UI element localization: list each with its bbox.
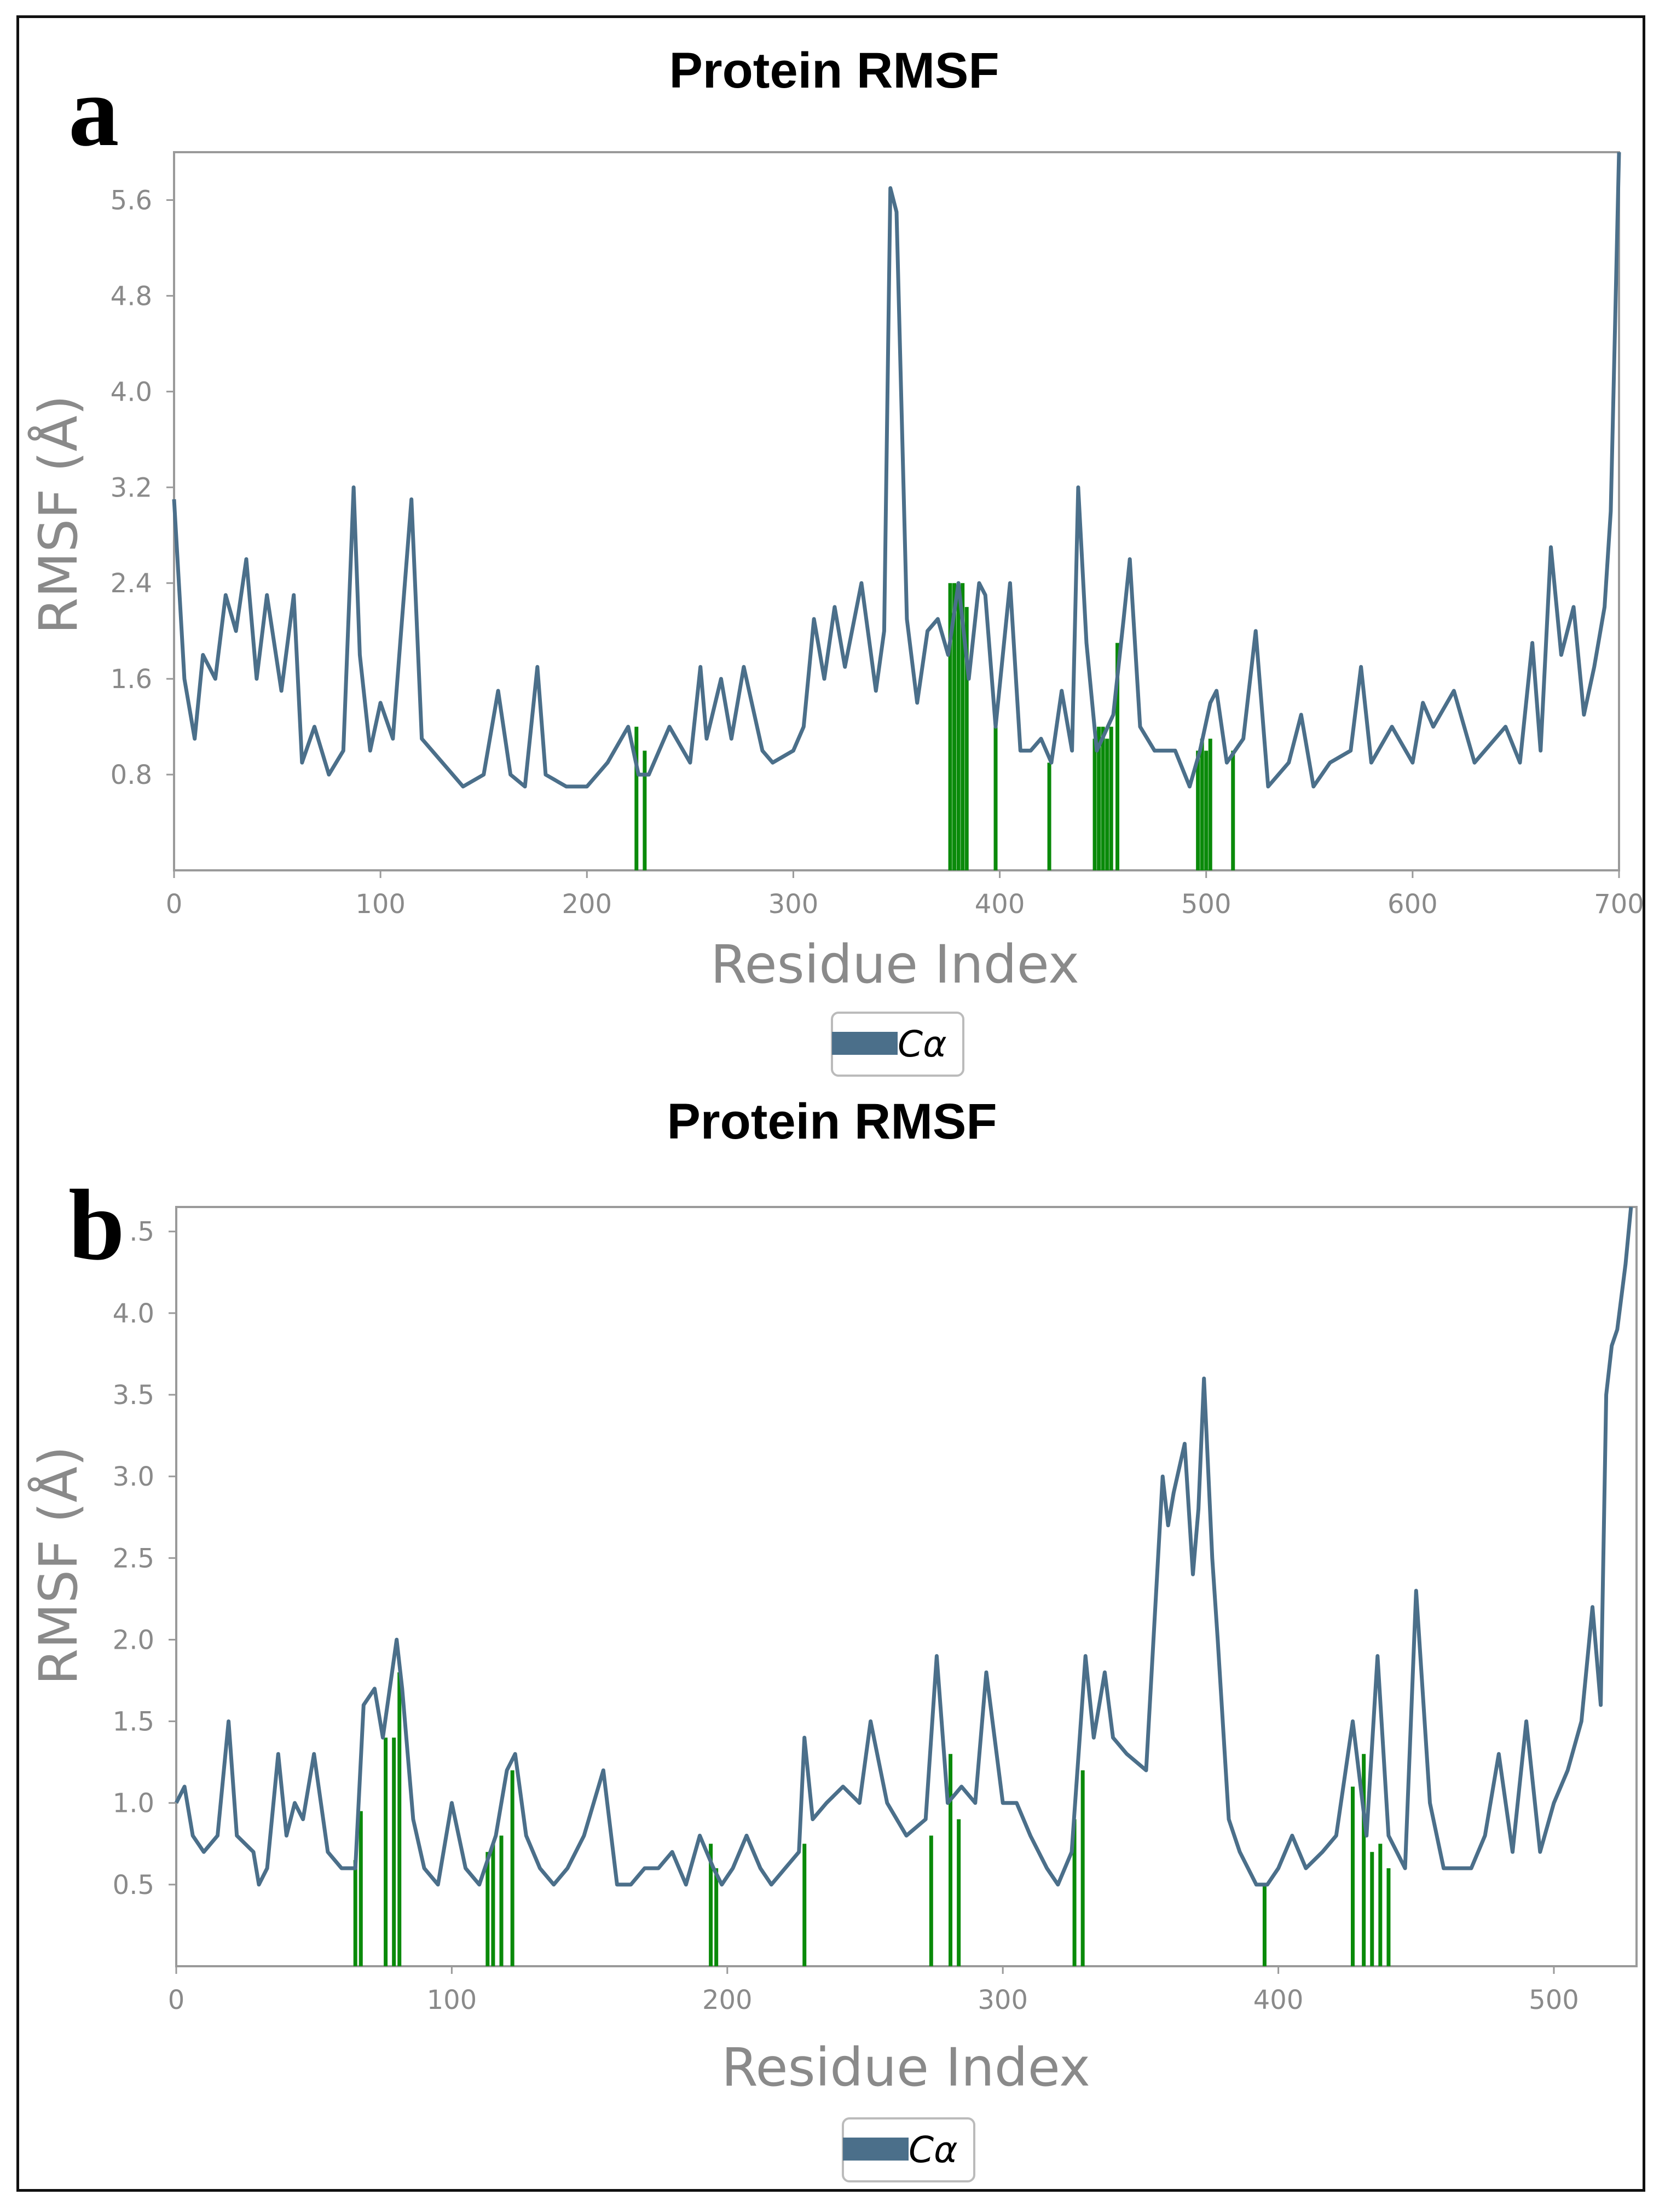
panel-label-a: a — [68, 55, 119, 168]
chart-a-legend: Cα — [831, 1012, 964, 1077]
panel-b: Protein RMSF Residue Index RMSF (Å) Cα 0… — [27, 1094, 1638, 2182]
chart-b-ytick-label: 2.0 — [113, 1625, 154, 1655]
chart-b-xtick-label: 400 — [1253, 1985, 1304, 2015]
panel-label-b: b — [68, 1169, 125, 1281]
chart-a-ytick-label: 2.4 — [111, 568, 152, 599]
chart-a-series-ca — [172, 152, 1621, 789]
chart-a-ytick-label: 3.2 — [111, 472, 152, 503]
chart-b-ytick-label: 3.0 — [113, 1462, 154, 1492]
chart-b-ylabel: RMSF (Å) — [27, 1446, 89, 1685]
panel-a: Protein RMSF Residue Index RMSF (Å) Cα 0… — [27, 43, 1644, 1077]
chart-a-ytick-label: 1.6 — [111, 664, 152, 695]
chart-a-ytick-label: 4.8 — [111, 281, 152, 311]
chart-a-title: Protein RMSF — [669, 43, 999, 99]
chart-b-xtick-label: 200 — [702, 1985, 753, 2015]
chart-a-legend-label: Cα — [898, 1023, 947, 1065]
chart-a-ytick-label: 5.6 — [111, 185, 152, 216]
chart-b-title: Protein RMSF — [667, 1094, 997, 1150]
chart-a-xtick-label: 400 — [975, 889, 1025, 920]
chart-b-legend-swatch — [843, 2138, 909, 2161]
chart-a-xtick-label: 100 — [355, 889, 406, 920]
chart-a-xtick-label: 500 — [1181, 889, 1232, 920]
chart-a-xtick-label: 0 — [166, 889, 183, 920]
chart-a-legend-swatch — [832, 1032, 898, 1055]
chart-a-ylabel: RMSF (Å) — [27, 395, 89, 634]
chart-a-xlabel: Residue Index — [710, 934, 1079, 995]
figure-frame — [16, 15, 1645, 2192]
chart-b-plot-area — [175, 1206, 1638, 1967]
chart-b-ytick-label: 3.5 — [113, 1380, 154, 1411]
chart-b-legend: Cα — [842, 2117, 975, 2182]
chart-b-ytick-label: 1.5 — [113, 1707, 154, 1737]
chart-a-xtick-label: 600 — [1388, 889, 1438, 920]
chart-a-ytick-label: 0.8 — [111, 760, 152, 790]
chart-a-xtick-label: 200 — [562, 889, 612, 920]
chart-b-ytick-label: 1.0 — [113, 1788, 154, 1819]
chart-a-xtick-label: 700 — [1594, 889, 1644, 920]
chart-b-ytick-label: 0.5 — [113, 1870, 154, 1901]
chart-b-legend-label: Cα — [909, 2129, 958, 2171]
chart-a-xtick-label: 300 — [768, 889, 819, 920]
chart-b-xlabel: Residue Index — [721, 2037, 1090, 2098]
chart-b-ytick-label: 2.5 — [113, 1543, 154, 1574]
chart-b-xtick-label: 0 — [168, 1985, 185, 2015]
chart-b-xtick-label: 500 — [1529, 1985, 1579, 2015]
chart-b-ytick-label: 4.0 — [113, 1298, 154, 1329]
chart-b-xtick-label: 100 — [427, 1985, 477, 2015]
chart-b-ytick-label: .5 — [129, 1217, 154, 1248]
chart-b-xtick-label: 300 — [978, 1985, 1028, 2015]
chart-a-ytick-label: 4.0 — [111, 377, 152, 407]
chart-b-series-ca — [174, 1206, 1633, 1887]
